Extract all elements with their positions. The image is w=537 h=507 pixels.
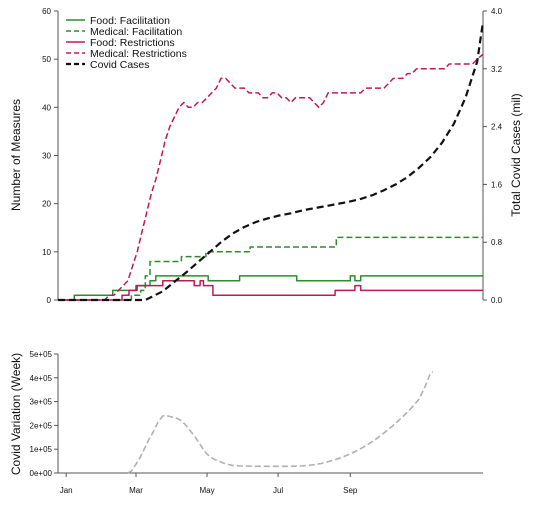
top-right-tick-label: 1.6 (491, 180, 503, 189)
series-line-medical-facilitation (58, 236, 483, 301)
bottom-x-tick-label: Jul (273, 486, 283, 495)
bottom-y-tick-label: 4e+05 (30, 374, 53, 383)
bottom-y-tick-label: 1e+05 (30, 445, 53, 454)
bottom-x-ticks: Jan Mar May Jul Sep (60, 473, 358, 495)
top-right-tick-label: 2.4 (491, 123, 503, 132)
top-left-tick-label: 10 (42, 248, 51, 257)
top-left-tick-label: 0 (47, 296, 52, 305)
legend-label: Medical: Restrictions (90, 48, 187, 60)
top-left-tick-label: 40 (42, 103, 51, 112)
bottom-y-tick-label: 2e+05 (30, 421, 53, 430)
top-right-tick-label: 0.8 (491, 238, 503, 247)
legend-label: Covid Cases (90, 59, 150, 71)
top-left-tick-label: 30 (42, 152, 51, 161)
legend-label: Food: Restrictions (90, 37, 175, 49)
top-right-tick-label: 3.2 (491, 65, 503, 74)
top-left-tick-label: 50 (42, 55, 51, 64)
top-right-tick-label: 0.0 (491, 296, 503, 305)
top-left-tick-label: 20 (42, 200, 51, 209)
series-line-medical-restrictions (58, 53, 484, 301)
bottom-series-group (127, 371, 434, 474)
top-y-axis-title: Number of Measures (9, 99, 23, 211)
bottom-x-tick-label: Sep (343, 486, 358, 495)
covid-variation-line (127, 371, 434, 474)
top-left-tick-label: 60 (42, 7, 51, 16)
bottom-x-tick-label: Jan (60, 486, 73, 495)
top-panel: 0 10 20 30 40 50 60 0.0 0.8 1.6 2.4 3.2 4.0 Number … (9, 7, 523, 305)
bottom-y-tick-label: 0e+00 (30, 469, 53, 478)
series-line-food-restrictions (58, 279, 483, 301)
bottom-y-tick-label: 3e+05 (30, 398, 53, 407)
legend-label: Medical: Facilitation (90, 26, 182, 38)
bottom-x-tick-label: May (199, 486, 214, 495)
bottom-y-axis-title: Covid Variation (Week) (9, 353, 23, 475)
bottom-x-tick-label: Mar (129, 486, 143, 495)
legend-label: Food: Facilitation (90, 15, 170, 27)
bottom-y-tick-label: 5e+05 (30, 350, 53, 359)
top-y2-axis-title: Total Covid Cases (mil) (509, 93, 523, 216)
bottom-y-ticks: 0e+00 1e+05 2e+05 3e+05 4e+05 5e+05 (30, 350, 58, 478)
series-line-covid-cases (58, 21, 485, 302)
top-left-ticks: 0 10 20 30 40 50 60 (42, 7, 58, 305)
top-right-ticks: 0.0 0.8 1.6 2.4 3.2 4.0 (483, 7, 503, 305)
bottom-panel: 0e+00 1e+05 2e+05 3e+05 4e+05 5e+05 Jan Mar May… (9, 350, 483, 495)
top-series-group (58, 21, 485, 302)
top-right-tick-label: 4.0 (491, 7, 503, 16)
